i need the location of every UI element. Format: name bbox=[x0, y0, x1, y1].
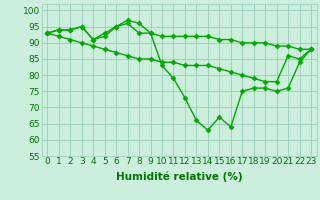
X-axis label: Humidité relative (%): Humidité relative (%) bbox=[116, 172, 243, 182]
